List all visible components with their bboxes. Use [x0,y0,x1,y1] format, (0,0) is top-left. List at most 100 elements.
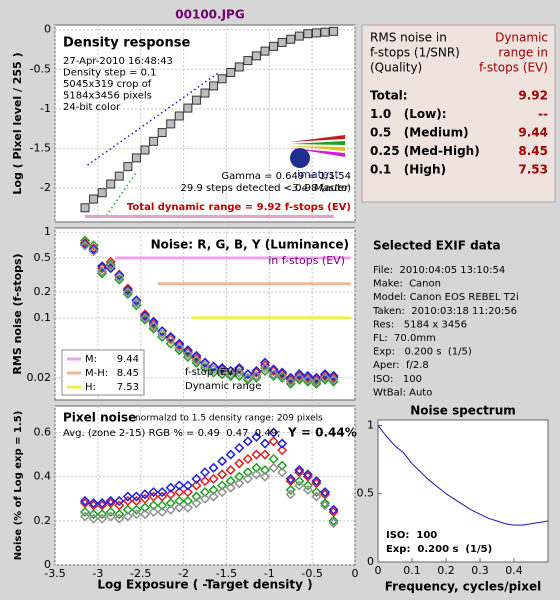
diamond-marker [268,364,279,375]
diamond-marker [165,504,176,515]
y-tick-label: -0.5 [30,62,51,75]
diamond-marker [139,509,151,520]
square-marker [166,119,176,129]
diamond-marker [105,511,116,522]
square-marker [131,153,141,163]
diamond-marker [105,495,116,507]
diamond-marker [139,312,151,323]
diamond-marker [294,480,305,491]
x-tick-label: -2.5 [130,567,151,580]
exif-line: Model: Canon EOS REBEL T2i [373,292,519,303]
summary-value: 9.92 [518,89,548,103]
diamond-marker [208,361,219,372]
diamond-marker [199,487,211,498]
diamond-marker [268,436,279,447]
diamond-marker [114,495,125,507]
diamond-marker [259,471,271,482]
info-line: 27-Apr-2010 16:48:43 [63,56,173,67]
diamond-marker [319,500,331,511]
diamond-marker [105,261,116,272]
diamond-marker [182,348,193,359]
diamond-marker [114,271,125,283]
diamond-marker [139,502,151,513]
x-axis-label: Log Exposure ( -Target density ) [97,578,312,592]
diamond-marker [328,374,339,385]
square-marker [286,34,296,44]
diamond-marker [319,487,331,498]
plot-area [377,419,549,563]
diamond-marker [217,480,228,491]
diamond-marker [225,482,236,493]
summary-label: 0.1 (High) [370,163,446,177]
diamond-marker [242,436,253,447]
diamond-marker [285,484,296,495]
summary-header: (Quality) [370,61,422,75]
y-tick-label: -1 [40,102,51,115]
y-tick-label: 0.2 [34,285,52,298]
diamond-marker [311,372,322,383]
summary-label: 0.25 (Med-High) [370,144,480,158]
diamond-marker [268,462,279,473]
chart-title: Pixel noise [63,411,136,425]
annotation: 29.9 steps detected < 0.98 (auto) [181,183,352,194]
diamond-marker [157,487,168,498]
summary-header: range in [498,46,548,60]
legend-footer: Dynamic range [185,381,261,392]
diamond-marker [165,498,176,509]
square-marker [277,37,287,47]
diamond-marker [139,309,151,320]
diamond-marker [208,484,219,495]
diamond-marker [88,240,99,251]
diamond-marker [242,467,253,478]
diamond-marker [182,480,193,491]
square-marker [243,56,253,66]
info-line: Density step = 0.1 [63,68,156,79]
square-marker [183,103,193,113]
diamond-marker [268,369,279,380]
x-tick-label: -2 [178,567,189,580]
file-title: 00100.JPG [175,8,244,22]
diamond-marker [131,509,142,520]
square-marker [140,145,150,155]
diamond-marker [311,491,322,502]
diamond-marker [148,500,159,511]
logo: imatest [297,168,339,181]
diamond-marker [302,480,313,491]
square-marker [234,62,244,72]
summary-panel [361,24,556,203]
diamond-marker [217,362,228,374]
square-marker [149,136,159,146]
legend-label: M-H: [85,368,108,379]
diamond-marker [319,369,331,380]
square-marker [157,128,167,138]
diamond-marker [302,374,313,385]
diamond-marker [225,369,236,380]
diamond-marker [311,487,322,498]
summary-label: 1.0 (Low): [370,107,447,121]
diamond-marker [199,357,211,368]
diamond-marker [157,326,168,337]
exif-line: File: 2010:04:05 13:10:54 [373,265,505,276]
diamond-marker [165,335,176,346]
diamond-marker [277,445,288,456]
square-marker [200,88,210,98]
diamond-marker [105,259,116,270]
diamond-marker [79,240,91,251]
info-line: 5184x3456 pixels [63,91,152,102]
spectrum-note: Exp: 0.200 s (1/5) [386,544,492,555]
diamond-marker [242,453,253,465]
diamond-marker [97,509,108,520]
diamond-marker [311,376,322,387]
diamond-marker [105,256,116,267]
logo-ray [290,141,345,145]
legend-label: M: [85,354,97,365]
y-tick-label: -1.5 [30,141,51,154]
diamond-marker [242,473,253,484]
annotation: Gamma = 0.649 = 1/1.54 [221,171,351,182]
diamond-marker [328,517,339,529]
square-marker [294,31,304,41]
diamond-marker [131,297,142,308]
diamond-marker [251,469,262,480]
diamond-marker [259,449,271,460]
diamond-marker [277,460,288,471]
